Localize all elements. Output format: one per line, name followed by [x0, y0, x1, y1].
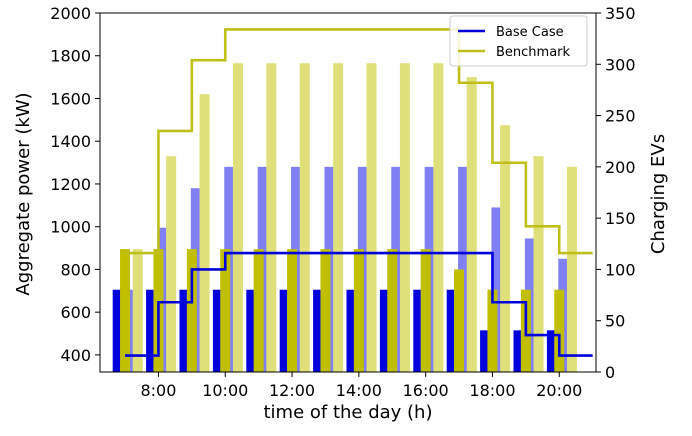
benchmark-bar-dark: [186, 249, 197, 372]
x-tick-label: 14:00: [336, 381, 382, 400]
y-left-tick-label: 1400: [50, 132, 91, 151]
base-case-step-line: [125, 251, 593, 357]
benchmark-bar-light: [566, 166, 577, 372]
y-left-tick-label: 600: [60, 303, 91, 322]
y-right-tick-label: 200: [605, 158, 636, 177]
x-tick-label: 20:00: [536, 381, 582, 400]
bars-layer: [112, 63, 577, 373]
benchmark-bar-dark: [120, 249, 131, 372]
benchmark-bar-light: [533, 156, 544, 372]
y-right-tick-label: 150: [605, 209, 636, 228]
benchmark-bar-dark: [253, 249, 264, 372]
y-right-tick-label: 250: [605, 107, 636, 126]
base_case-bar-dark: [279, 289, 290, 372]
base_case-bar-dark: [112, 289, 123, 372]
benchmark-bar-light: [266, 63, 277, 373]
benchmark-bar-light: [399, 63, 410, 373]
legend: Base Case Benchmark: [449, 15, 588, 67]
benchmark-bar-dark: [353, 249, 364, 372]
plot-frame: [99, 12, 597, 373]
benchmark-bar-dark: [554, 289, 565, 372]
y-axis-left-label: Aggregate power (kW): [13, 92, 34, 295]
benchmark-bar-light: [433, 63, 444, 373]
benchmark-bar-light: [232, 63, 243, 373]
y-left-tick-label: 400: [60, 346, 91, 365]
x-tick-label: 10:00: [202, 381, 248, 400]
legend-box: [449, 15, 588, 67]
base_case-bar-dark: [146, 289, 157, 372]
base_case-bar-dark: [346, 289, 357, 372]
benchmark-bar-dark: [220, 249, 231, 372]
legend-base-case-label: Base Case: [496, 25, 564, 40]
benchmark-bar-light: [199, 94, 210, 372]
y-left-tick-label: 2000: [50, 4, 91, 23]
benchmark-bar-light: [466, 77, 477, 372]
y-right-tick-label: 300: [605, 55, 636, 74]
benchmark-bar-dark: [487, 289, 498, 372]
base_case-bar-dark: [313, 289, 324, 372]
y-left-tick-label: 1000: [50, 218, 91, 237]
y-right-tick-label: 0: [605, 363, 615, 382]
x-tick-label: 16:00: [403, 381, 449, 400]
base_case-bar-dark: [246, 289, 257, 372]
base_case-bar-dark: [513, 330, 524, 372]
y-right-tick-label: 50: [605, 312, 625, 331]
benchmark-bar-light: [132, 249, 143, 372]
benchmark-bar-dark: [287, 249, 298, 372]
y-left-tick-label: 800: [60, 260, 91, 279]
base_case-bar-dark: [446, 289, 457, 372]
axis-ticks: 8:00 10:00 12:00 14:00 16:00 18:00 20:00 400 600…: [50, 4, 635, 400]
benchmark-bar-light: [166, 156, 177, 372]
benchmark-bar-light: [299, 63, 310, 373]
benchmark-bar-dark: [320, 249, 331, 372]
legend-benchmark-label: Benchmark: [496, 45, 571, 60]
base_case-bar-dark: [379, 289, 390, 372]
y-left-tick-label: 1600: [50, 89, 91, 108]
x-tick-label: 12:00: [269, 381, 315, 400]
x-tick-label: 8:00: [140, 381, 176, 400]
x-tick-label: 18:00: [469, 381, 515, 400]
y-left-tick-label: 1800: [50, 47, 91, 66]
benchmark-bar-light: [333, 63, 344, 373]
base_case-bar-dark: [546, 330, 557, 372]
benchmark-bar-dark: [454, 269, 465, 372]
y-left-tick-label: 1200: [50, 175, 91, 194]
y-right-tick-label: 350: [605, 4, 636, 23]
benchmark-bar-dark: [420, 249, 431, 372]
benchmark-bar-light: [500, 125, 511, 372]
base_case-bar-dark: [413, 289, 424, 372]
plot-border: [99, 12, 597, 373]
base_case-bar-dark: [179, 289, 190, 372]
base_case-bar-dark: [212, 289, 223, 372]
y-right-tick-label: 100: [605, 260, 636, 279]
x-axis-label: time of the day (h): [263, 402, 432, 423]
base_case-bar-dark: [480, 330, 491, 372]
benchmark-bar-light: [366, 63, 377, 373]
benchmark-bar-dark: [387, 249, 398, 372]
y-axis-right-label: Charging EVs: [648, 134, 669, 254]
